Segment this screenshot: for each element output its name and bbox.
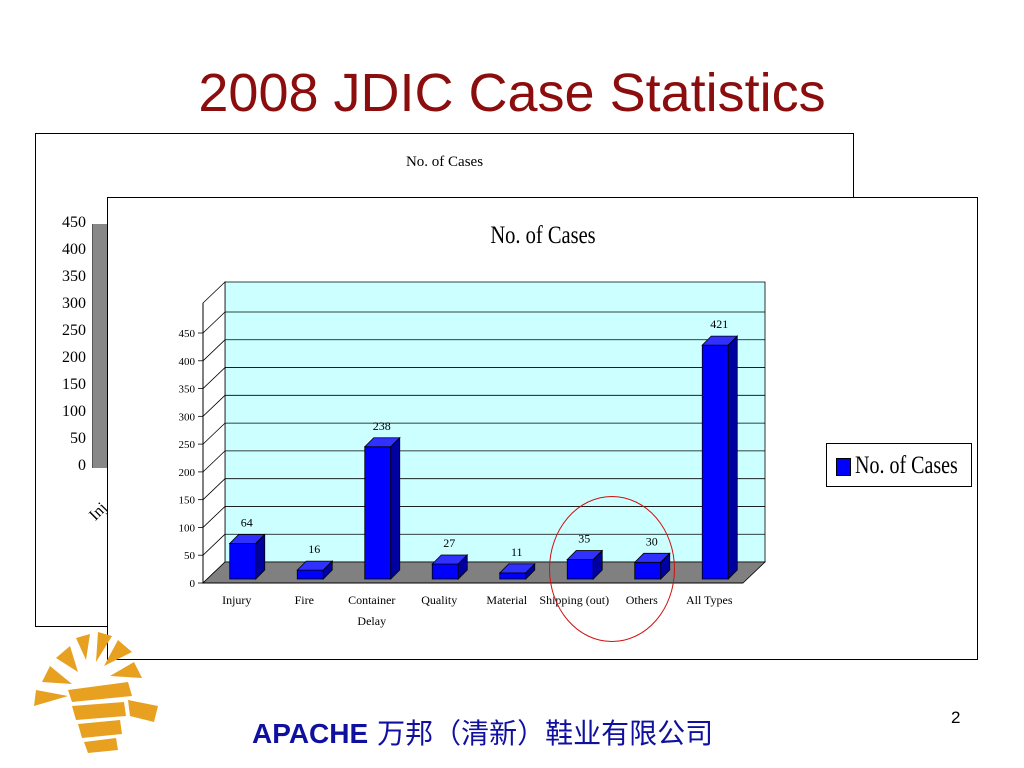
category-label: Delay: [357, 614, 386, 628]
plot-floor: [202, 561, 766, 584]
back-tick: 400: [62, 241, 86, 258]
data-label: 16: [308, 542, 320, 556]
category-label: Material: [486, 593, 527, 607]
y-tick-label: 450: [179, 328, 196, 340]
bar-side: [255, 533, 266, 580]
page-number: 2: [951, 708, 961, 727]
footer-company: APACHE 万邦（清新）鞋业有限公司: [252, 712, 713, 752]
legend-swatch: [836, 458, 851, 476]
y-tick-label: 0: [190, 578, 196, 590]
slide-title: 2008 JDIC Case Statistics: [198, 63, 826, 123]
chart-plot: 0 50 100 150 200 250 300 350 400 450 64 Injury 16 Fir…: [179, 281, 766, 628]
footer-brand: APACHE: [252, 718, 369, 749]
back-tick: 200: [62, 349, 86, 366]
bar-side: [322, 560, 333, 580]
bar: [701, 344, 729, 580]
category-label: All Types: [686, 593, 733, 607]
gridline-side: [202, 533, 226, 556]
y-tick-label: 400: [179, 356, 196, 368]
gridline-side: [202, 367, 226, 389]
data-label: 238: [373, 419, 391, 433]
chart-legend: No. of Cases: [826, 443, 972, 487]
back-tick: 250: [62, 322, 86, 339]
data-label: 64: [241, 515, 253, 529]
gridline-side: [202, 311, 226, 334]
data-label: 27: [443, 536, 455, 550]
legend-label: No. of Cases: [855, 452, 958, 479]
company-logo: [34, 632, 158, 753]
bar-side: [390, 436, 401, 580]
bar-side: [727, 335, 738, 580]
y-tick-label: 350: [179, 384, 196, 396]
gridline-side: [202, 450, 226, 473]
bar-side: [457, 554, 468, 580]
back-tick: 300: [62, 295, 86, 312]
highlight-circle: [549, 496, 675, 642]
background-chart-title: No. of Cases: [405, 154, 484, 170]
plot-back-wall: [224, 281, 766, 563]
bar: [499, 572, 527, 580]
y-tick-label: 300: [179, 411, 196, 423]
y-tick-label: 250: [179, 439, 196, 451]
y-tick-label: 200: [179, 467, 196, 479]
bar: [296, 569, 324, 580]
category-label: Fire: [295, 593, 314, 607]
y-tick-label: 150: [179, 495, 196, 507]
gridline-side: [202, 422, 226, 445]
back-tick: 350: [62, 268, 86, 285]
back-tick: 150: [62, 376, 86, 393]
y-tick-label: 50: [184, 550, 196, 562]
bar: [364, 446, 392, 580]
category-label: Container: [348, 593, 395, 607]
category-label: Quality: [421, 593, 457, 607]
data-label: 11: [511, 545, 523, 559]
y-tick-label: 100: [179, 522, 196, 534]
main-chart: 0 50 100 150 200 250 300 350 400 450 64 Injury 16 Fir…: [107, 197, 978, 660]
back-tick: 450: [62, 214, 86, 231]
chart-title: No. of Cases: [490, 222, 596, 249]
bar: [229, 543, 257, 580]
footer-company-name: 万邦（清新）鞋业有限公司: [377, 717, 714, 750]
bar-side: [525, 562, 536, 580]
gridline-side: [202, 506, 226, 528]
bar: [431, 563, 459, 580]
category-label: Injury: [222, 593, 251, 607]
back-tick: 0: [78, 457, 86, 474]
data-label: 421: [710, 317, 728, 331]
background-y-axis: [92, 224, 93, 468]
back-tick: 100: [62, 403, 86, 420]
gridline-side: [202, 339, 226, 362]
back-tick: 50: [70, 430, 86, 447]
gridline-side: [202, 478, 226, 500]
gridline-side: [202, 395, 226, 417]
